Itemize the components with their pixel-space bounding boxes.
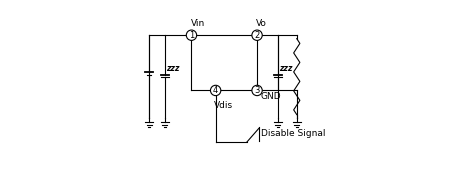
Circle shape xyxy=(251,85,262,96)
Text: GND: GND xyxy=(260,92,281,101)
Circle shape xyxy=(186,30,196,40)
Circle shape xyxy=(210,85,221,96)
Text: Vo: Vo xyxy=(256,19,267,28)
Text: Disable Signal: Disable Signal xyxy=(260,129,324,138)
Text: 3: 3 xyxy=(254,86,259,95)
Text: zzz: zzz xyxy=(279,64,292,73)
Text: Vdis: Vdis xyxy=(213,101,233,110)
Text: 4: 4 xyxy=(212,86,218,95)
Text: 2: 2 xyxy=(254,31,259,40)
Text: zzz: zzz xyxy=(166,64,179,73)
Circle shape xyxy=(251,30,262,40)
Text: Vin: Vin xyxy=(190,19,204,28)
Text: 1: 1 xyxy=(189,31,193,40)
